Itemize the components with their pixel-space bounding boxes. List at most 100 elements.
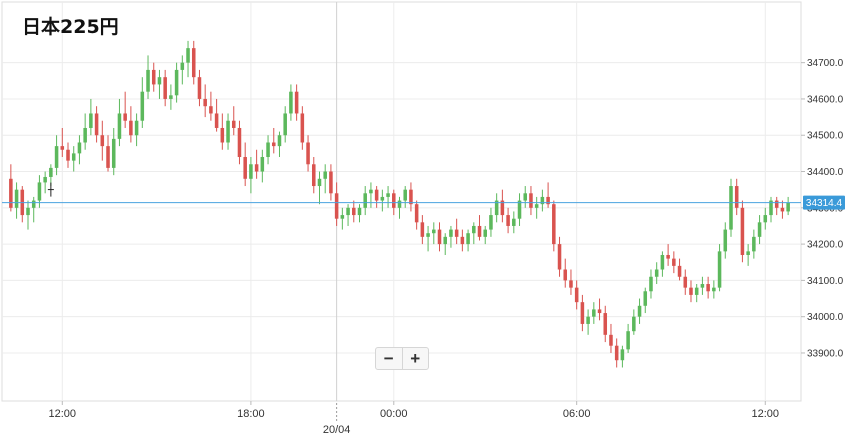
candle-body	[700, 284, 705, 288]
candle-body	[157, 77, 162, 85]
candle-body	[363, 193, 367, 208]
x-tick-label: 18:00	[237, 408, 265, 420]
candle-body	[609, 334, 613, 346]
candle-body	[271, 142, 276, 147]
candle-body	[592, 309, 596, 317]
candle-body	[294, 91, 299, 114]
zoom-in-button[interactable]: +	[401, 348, 429, 369]
candle-body	[414, 204, 419, 223]
candle-body	[66, 149, 70, 161]
x-tick-label: 12:00	[752, 408, 780, 420]
candle-body	[683, 276, 688, 288]
candle-body	[352, 207, 356, 216]
candle-body	[220, 127, 225, 143]
candle-body	[231, 120, 236, 128]
candle-body	[169, 95, 173, 99]
candle-body	[597, 309, 602, 314]
candle-body	[712, 287, 716, 292]
candle-body	[289, 91, 293, 114]
candle-body	[774, 200, 779, 208]
y-tick-label: 34100.0	[807, 276, 844, 287]
candle-body	[226, 120, 230, 143]
candle-body	[443, 236, 447, 245]
candle-body	[512, 218, 516, 226]
candle-body	[214, 113, 219, 128]
candle-body	[472, 225, 476, 234]
y-tick-label: 34000.0	[807, 312, 844, 323]
candle-body	[14, 189, 19, 208]
candle-body	[146, 69, 150, 92]
candle-body	[466, 233, 470, 245]
candle-body	[483, 229, 488, 237]
candle-body	[432, 229, 436, 234]
candle-body	[31, 200, 36, 208]
candle-body	[306, 142, 310, 165]
candle-body	[477, 225, 482, 237]
candle-body	[552, 204, 556, 245]
candle-body	[717, 251, 722, 288]
candle-body	[323, 171, 327, 179]
candle-body	[769, 200, 773, 216]
candle-body	[117, 113, 122, 139]
candle-body	[369, 189, 373, 194]
candle-body	[660, 254, 665, 270]
candle-body	[626, 331, 630, 350]
candle-body	[723, 229, 728, 252]
zoom-out-button[interactable]: −	[383, 349, 394, 368]
candle-body	[9, 178, 13, 208]
candle-body	[546, 196, 550, 205]
candle-body	[374, 189, 379, 201]
candle-body	[557, 244, 562, 270]
candle-body	[111, 138, 116, 168]
candle-body	[672, 258, 676, 266]
x-tick-label: 00:00	[380, 408, 408, 420]
candle-body	[37, 182, 42, 201]
candle-body	[180, 62, 185, 70]
candle-body	[94, 113, 99, 136]
candle-body	[260, 157, 265, 172]
candle-body	[540, 196, 545, 205]
candle-body	[100, 135, 105, 147]
candle-body	[649, 276, 653, 292]
candle-body	[666, 254, 670, 259]
candle-body	[563, 269, 568, 281]
candle-body	[632, 316, 636, 332]
candle-body	[254, 164, 259, 172]
candle-body	[209, 106, 213, 114]
candle-body	[283, 113, 287, 136]
candle-body	[134, 120, 139, 136]
candle-body	[534, 204, 539, 208]
y-tick-label: 33900.0	[807, 348, 844, 359]
candle-body	[129, 120, 133, 136]
candle-body	[77, 142, 82, 154]
candle-body	[449, 229, 453, 237]
candle-body	[454, 229, 459, 237]
candle-body	[249, 164, 253, 179]
date-label: 20/04	[323, 424, 351, 436]
zoom-control: − +	[375, 347, 429, 370]
candle-body	[403, 189, 407, 201]
candle-body	[500, 200, 505, 216]
chart-title: 日本225円	[22, 16, 119, 38]
candle-body	[689, 287, 693, 295]
candle-body	[740, 207, 745, 255]
candle-body	[397, 200, 402, 208]
candle-body	[329, 171, 333, 194]
candle-body	[494, 200, 499, 216]
candle-body	[757, 222, 762, 237]
candle-body	[71, 153, 76, 161]
candle-body	[637, 305, 642, 317]
y-tick-label: 34200.0	[807, 240, 844, 251]
candle-body	[346, 207, 350, 216]
candle-body	[386, 193, 390, 197]
candle-body	[614, 345, 619, 361]
candle-body	[763, 215, 768, 223]
candle-body	[357, 207, 362, 216]
candle-body	[60, 146, 65, 150]
candle-body	[694, 287, 699, 295]
candle-body	[529, 193, 533, 208]
candle-body	[574, 287, 579, 303]
candle-body	[106, 146, 110, 168]
candle-body	[437, 229, 442, 245]
